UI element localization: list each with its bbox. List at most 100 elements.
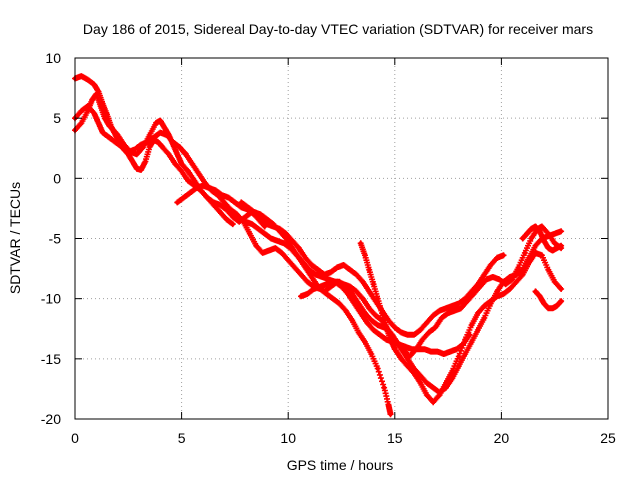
data-point: [433, 325, 438, 330]
data-point: [79, 73, 84, 79]
data-point: [413, 347, 419, 352]
data-point: [324, 282, 329, 287]
series-track-10: [519, 223, 565, 254]
data-point: [96, 120, 101, 126]
data-point: [388, 412, 393, 417]
data-point: [431, 313, 436, 318]
data-point: [469, 339, 474, 345]
data-point: [292, 265, 297, 270]
data-point: [296, 245, 302, 251]
data-point: [441, 351, 446, 357]
data-point: [369, 351, 374, 357]
data-point: [501, 291, 506, 297]
data-point: [358, 241, 363, 246]
data-point: [318, 284, 323, 289]
data-point: [305, 279, 310, 284]
data-point: [490, 274, 496, 280]
data-point: [524, 231, 530, 236]
data-point: [145, 140, 150, 145]
data-point: [309, 274, 314, 280]
data-point: [151, 135, 157, 140]
data-point: [375, 322, 380, 328]
data-point: [546, 306, 551, 311]
data-point: [164, 132, 169, 138]
data-point: [335, 265, 340, 270]
data-point: [407, 354, 412, 359]
data-point: [367, 289, 372, 294]
data-point: [290, 238, 295, 244]
data-point: [375, 366, 380, 371]
data-point: [322, 289, 327, 294]
data-point: [381, 385, 387, 390]
data-point: [247, 231, 252, 236]
data-point: [405, 363, 410, 369]
data-point: [343, 308, 348, 313]
data-point: [471, 291, 476, 297]
data-point: [268, 236, 274, 241]
data-point: [552, 279, 557, 284]
data-point: [533, 250, 538, 256]
data-point: [379, 310, 385, 316]
x-axis-label: GPS time / hours: [287, 457, 394, 473]
data-point: [228, 207, 233, 212]
x-tick-label: 5: [178, 430, 186, 446]
data-point: [494, 255, 500, 260]
data-point: [181, 195, 186, 200]
data-point: [360, 296, 365, 301]
data-point: [179, 161, 184, 167]
data-point: [463, 351, 468, 357]
data-point: [541, 238, 547, 244]
data-point: [437, 308, 442, 313]
data-point: [177, 144, 182, 150]
data-point: [450, 368, 455, 374]
data-point: [554, 245, 559, 251]
data-point: [286, 258, 291, 263]
x-tick-label: 10: [280, 430, 296, 446]
data-point: [356, 330, 361, 335]
data-point: [211, 200, 216, 205]
data-point: [469, 322, 474, 328]
data-point: [262, 231, 267, 236]
data-point: [437, 392, 442, 398]
y-axis-label: SDTVAR / TECUs: [7, 182, 23, 294]
data-point: [503, 282, 508, 287]
data-point: [356, 301, 361, 306]
data-point: [243, 219, 248, 224]
data-point: [273, 245, 278, 251]
data-point: [320, 274, 325, 280]
data-point: [501, 253, 506, 258]
data-point: [362, 339, 368, 345]
data-point: [307, 267, 312, 272]
data-point: [443, 306, 449, 311]
data-point: [488, 298, 493, 304]
data-point: [175, 200, 180, 205]
series-track-8: [298, 223, 565, 360]
data-point: [213, 188, 218, 193]
data-point: [162, 125, 167, 130]
data-point: [401, 347, 406, 352]
data-point: [298, 272, 304, 277]
data-point: [166, 152, 171, 157]
data-point: [219, 193, 225, 198]
data-point: [254, 243, 259, 248]
data-point: [418, 373, 423, 378]
data-point: [173, 161, 178, 167]
data-point: [482, 272, 487, 277]
y-tick-label: -20: [41, 411, 61, 427]
data-point: [256, 226, 261, 232]
data-point: [354, 272, 359, 277]
data-point: [179, 168, 184, 174]
data-point: [147, 144, 152, 150]
data-point: [533, 224, 538, 229]
data-point: [377, 332, 383, 337]
data-point: [424, 320, 429, 325]
data-point: [153, 120, 159, 126]
data-point: [194, 185, 199, 191]
data-point: [533, 289, 538, 294]
data-point: [428, 349, 434, 354]
data-point: [362, 310, 368, 316]
data-point: [458, 306, 464, 311]
data-point: [147, 132, 152, 138]
axis-ticks: 0 5 10 15 20 25 -20 -15 -10 -5 0 5 10: [41, 50, 616, 446]
